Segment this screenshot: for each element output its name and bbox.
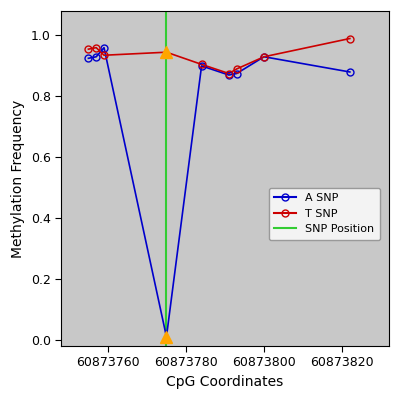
X-axis label: CpG Coordinates: CpG Coordinates [166, 375, 284, 389]
Legend: A SNP, T SNP, SNP Position: A SNP, T SNP, SNP Position [269, 188, 380, 240]
Y-axis label: Methylation Frequency: Methylation Frequency [11, 99, 25, 258]
